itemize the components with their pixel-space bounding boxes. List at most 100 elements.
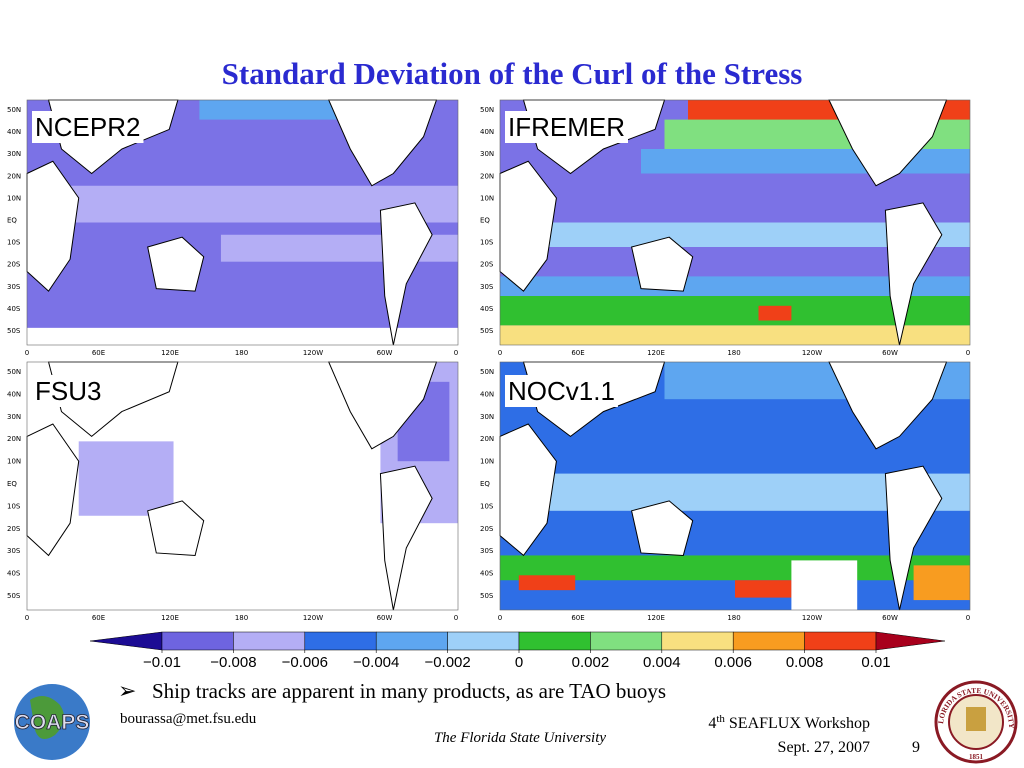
lat-label: 10N — [7, 458, 21, 466]
lat-label: EQ — [480, 480, 490, 488]
lon-label: 120W — [303, 614, 323, 622]
colorbar-segment — [447, 631, 520, 651]
lat-label: 20N — [480, 172, 494, 180]
colorbar-tick-label: −0.008 — [210, 654, 256, 671]
lat-label: 40N — [7, 390, 21, 398]
lon-label: 120E — [647, 349, 665, 357]
lon-label: 180 — [727, 349, 740, 357]
lon-label: 0 — [25, 349, 29, 357]
map-frame — [26, 99, 459, 346]
lat-label: 20S — [480, 525, 494, 533]
lat-label: 50S — [7, 592, 21, 600]
map-band — [758, 305, 792, 321]
land — [147, 236, 205, 292]
colorbar-segment — [518, 631, 591, 651]
lat-label: 10S — [480, 239, 494, 247]
lat-label: 10S — [7, 502, 21, 510]
lat-label: EQ — [7, 217, 17, 225]
colorbar: −0.01 −0.008 −0.006 −0.004 −0.002 0 0.002 0.004… — [89, 631, 946, 671]
colorbar-segment — [661, 631, 734, 651]
map-band — [641, 149, 970, 174]
lat-label: 20S — [480, 261, 494, 269]
colorbar-segment — [375, 631, 448, 651]
colorbar-over — [875, 631, 946, 651]
colorbar-segment — [233, 631, 306, 651]
lon-label: 60W — [377, 614, 393, 622]
lat-label: 10N — [480, 194, 494, 202]
colorbar-tick-label: −0.01 — [143, 654, 181, 671]
globe-land — [30, 696, 64, 739]
lon-label: 60W — [882, 614, 898, 622]
colorbar-tick-label: −0.006 — [282, 654, 328, 671]
page-number: 9 — [912, 739, 920, 756]
panel-name: FSU3 — [35, 376, 101, 406]
land — [379, 465, 433, 611]
lat-label: 30N — [7, 413, 21, 421]
land — [379, 202, 433, 346]
map-band — [500, 325, 970, 345]
colorbar-segment — [161, 631, 234, 651]
land — [884, 202, 943, 346]
logo-text: COAPS — [15, 711, 90, 734]
lon-label: 120W — [802, 614, 822, 622]
lon-label: 120W — [802, 349, 822, 357]
map-band — [913, 565, 970, 601]
colorbar-tick-label: 0 — [515, 654, 523, 671]
colorbar-tick-label: 0.002 — [572, 654, 610, 671]
map-band — [500, 276, 970, 296]
lat-label: 30N — [480, 413, 494, 421]
colorbar-tick-label: 0.006 — [714, 654, 752, 671]
colorbar-tick-label: 0.004 — [643, 654, 681, 671]
lon-label: 180 — [727, 614, 740, 622]
bullet-text: Ship tracks are apparent in many product… — [152, 679, 666, 703]
colorbar-tick-label: 0.008 — [786, 654, 824, 671]
map-band — [735, 580, 792, 598]
lat-label: 50S — [7, 327, 21, 335]
panel-name-bg — [32, 111, 144, 143]
panel-name-bg — [32, 375, 105, 407]
map-frame — [26, 361, 459, 611]
lon-label: 120E — [647, 614, 665, 622]
workshop-suffix: th — [716, 713, 725, 725]
land — [631, 500, 694, 556]
lat-label: 50N — [7, 368, 21, 376]
map-band — [518, 575, 576, 591]
lon-label: 120E — [161, 614, 179, 622]
lat-label: 30N — [7, 150, 21, 158]
lat-label: 20N — [7, 435, 21, 443]
lat-label: 40N — [480, 390, 494, 398]
workshop-name: SEAFLUX Workshop — [729, 715, 870, 732]
panel-name: IFREMER — [508, 112, 625, 142]
lat-label: 40S — [480, 570, 494, 578]
lat-label: 30S — [7, 283, 21, 291]
lat-label: 20S — [7, 261, 21, 269]
workshop-number: 4 — [708, 715, 716, 732]
lon-label: 0 — [454, 614, 458, 622]
lat-label: 10S — [7, 239, 21, 247]
map-band — [199, 100, 351, 120]
lat-label: 30S — [480, 283, 494, 291]
map-band — [27, 327, 458, 345]
lat-label: 40N — [480, 128, 494, 136]
lon-label: 0 — [25, 614, 29, 622]
lat-label: 10S — [480, 502, 494, 510]
lon-label: 60E — [92, 349, 105, 357]
colorbar-segment — [304, 631, 377, 651]
lon-label: 60E — [571, 614, 584, 622]
colorbar-segment — [732, 631, 805, 651]
colorbar-under — [89, 631, 163, 651]
lat-label: 10N — [480, 458, 494, 466]
lat-label: 50N — [480, 368, 494, 376]
map-panel: 50N 40N 30N 20N 10N EQ 10S 20S 30S 40S 50S 0 60E 120E… — [480, 361, 971, 622]
colorbar-segment — [590, 631, 663, 651]
seal-emblem — [966, 707, 986, 731]
lon-label: 0 — [498, 614, 502, 622]
map-band — [791, 560, 858, 610]
coaps-logo: COAPS — [14, 684, 90, 760]
map-frame — [499, 361, 971, 611]
lat-label: 10N — [7, 194, 21, 202]
colorbar-tick-label: 0.01 — [861, 654, 890, 671]
lon-label: 0 — [966, 349, 970, 357]
lat-label: 40S — [7, 305, 21, 313]
